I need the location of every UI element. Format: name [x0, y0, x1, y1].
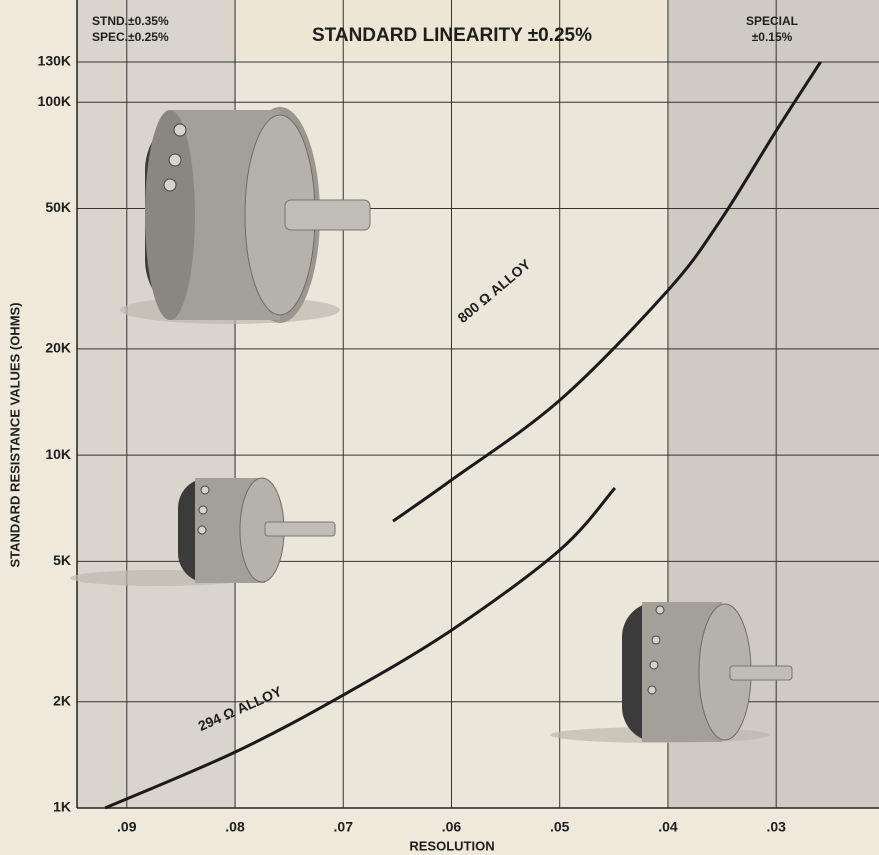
x-tick-label: .07: [334, 819, 354, 835]
y-tick-label: 1K: [53, 799, 71, 815]
line: [392, 61, 822, 523]
x-tick-label: .05: [550, 819, 570, 835]
x-tick-label: .09: [117, 819, 137, 835]
x-tick-label: .03: [766, 819, 786, 835]
x-tick-label: .06: [442, 819, 462, 835]
x-tick-label: .04: [658, 819, 678, 835]
y-tick-label: 130K: [38, 53, 71, 69]
annotation: SPEC.±0.25%: [92, 30, 169, 44]
y-tick-label: 20K: [45, 340, 71, 356]
x-axis-title: RESOLUTION: [409, 838, 494, 853]
potentiometer-photo: [120, 107, 371, 324]
potentiometer-photo: [70, 477, 336, 586]
y-axis-title: STANDARD RESISTANCE VALUES (OHMS): [7, 302, 22, 567]
y-tick-label: 50K: [45, 199, 71, 215]
x-tick-label: .08: [225, 819, 245, 835]
y-tick-label: 5K: [53, 552, 71, 568]
y-tick-label: 10K: [45, 446, 71, 462]
annotation: STND.±0.35%: [92, 14, 169, 28]
annotation: ±0.15%: [752, 30, 793, 44]
annotation: SPECIAL: [746, 14, 798, 28]
header-box: [236, 0, 668, 60]
line: [104, 486, 617, 810]
y-tick-label: 2K: [53, 692, 71, 708]
potentiometer-photo: [550, 602, 793, 743]
chart-title: STANDARD LINEARITY ±0.25%: [312, 25, 592, 46]
y-tick-label: 100K: [38, 93, 71, 109]
